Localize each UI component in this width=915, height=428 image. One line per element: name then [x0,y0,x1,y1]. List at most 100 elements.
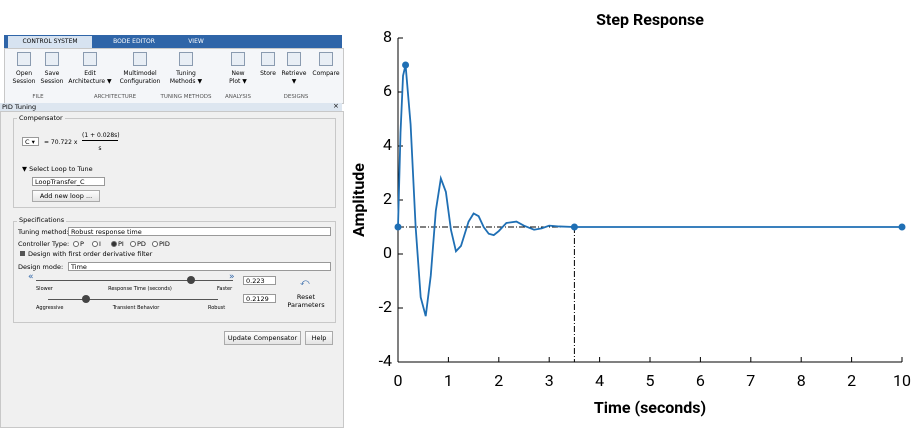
section-label: ARCHITECTURE [94,94,136,100]
radio[interactable] [111,241,117,247]
slider-label: Slower [36,286,53,292]
radio[interactable] [92,241,98,247]
toolstrip-button[interactable]: Architecture ▼ [68,78,111,85]
numerator: (1 + 0.028s) [82,132,120,139]
toolstrip-button[interactable]: Configuration [120,78,161,85]
toolstrip-button[interactable]: Open [16,70,32,77]
button-icon [179,52,193,66]
x-tick-label: 4 [595,371,604,390]
radio-label[interactable]: P [80,240,84,248]
slider-label: Aggressive [36,305,63,311]
x-tick-label: 6 [696,371,705,390]
compensator-selector[interactable]: C ▾ [22,137,39,146]
y-axis-title: Amplitude [349,163,368,237]
button-icon [83,52,97,66]
help-button[interactable]: Help [305,331,333,345]
slider-label: Faster [217,286,232,292]
toolstrip-button[interactable]: New [231,70,244,77]
x-tick-label: 8 [797,371,806,390]
x-tick-label: 1 [444,371,453,390]
y-tick-label: 8 [383,27,392,46]
button-icon [45,52,59,66]
mode-dropdown[interactable]: Time [68,262,331,271]
loop-dropdown[interactable]: LoopTransfer_C [32,177,105,186]
section-label: ANALYSIS [225,94,251,100]
checkbox-label[interactable]: Design with first order derivative filte… [28,250,152,258]
radio-label[interactable]: PD [137,240,146,248]
loop-heading[interactable]: ▼ Select Loop to Tune [22,165,93,173]
button-icon [319,52,333,66]
point-marker [402,62,409,69]
group-label: Specifications [17,216,66,224]
toolstrip-button[interactable]: Edit [84,70,96,77]
button-icon [287,52,301,66]
toolstrip-button[interactable]: Multimodel [123,70,156,77]
radio[interactable] [152,241,158,247]
add-loop-button[interactable]: Add new loop ... [32,190,100,202]
section-label: DESIGNS [284,94,309,100]
y-tick-label: 0 [383,243,392,262]
button-icon [17,52,31,66]
x-tick-label: 10 [893,371,911,390]
x-axis-title: Time (seconds) [594,398,706,417]
point-marker [899,224,906,231]
response-line [398,65,902,316]
toolstrip-button[interactable]: Session [13,78,36,85]
y-tick-label: -2 [379,297,392,316]
close-button[interactable]: × [333,102,339,110]
x-tick-label: 7 [746,371,755,390]
x-tick-label: 3 [545,371,554,390]
radio-label[interactable]: I [99,240,101,248]
y-tick-label: 4 [383,135,392,154]
reset-button[interactable]: Parameters [287,301,324,309]
point-marker [395,224,402,231]
panel-title: PID Tuning [2,103,36,111]
toolstrip-button[interactable]: Save [45,70,60,77]
radio-label[interactable]: PI [118,240,124,248]
tab[interactable]: BODE EDITOR [113,38,155,45]
toolstrip-button[interactable]: Session [41,78,64,85]
y-tick-label: 6 [383,81,392,100]
update-button[interactable]: Update Compensator [224,331,301,345]
slider-label: Transient Behavior [113,305,160,311]
tab[interactable]: CONTROL SYSTEM [22,38,77,45]
label: Controller Type: [18,240,69,248]
slider-label: Response Time (seconds) [108,286,172,292]
panel-titlebar [0,103,342,111]
x-tick-label: 2 [494,371,503,390]
tab[interactable]: VIEW [188,38,204,45]
label: Tuning method: [18,228,69,236]
toolstrip-button[interactable]: Store [260,70,276,77]
toolstrip-button[interactable]: Plot ▼ [229,78,247,85]
toolstrip-button[interactable]: Retrieve [281,70,306,77]
group-label: Compensator [17,114,65,122]
toolstrip-button[interactable]: Tuning [176,70,196,77]
radio[interactable] [73,241,79,247]
button-icon [231,52,245,66]
value-field[interactable]: 0.2129 [243,294,276,303]
section-label: FILE [32,94,43,100]
chart-title: Step Response [596,10,704,29]
toolstrip-button[interactable]: Compare [312,70,339,77]
y-tick-label: 2 [383,189,392,208]
x-tick-label: 0 [394,371,403,390]
tuning-dropdown[interactable]: Robust response time [68,227,331,236]
point-marker [571,224,578,231]
x-tick-label: 2 [847,371,856,390]
toolstrip-button[interactable]: ▼ [292,78,297,85]
slider-label: Robust [208,305,225,311]
page: {"toolstrip":{"tabs":["CONTROL SYSTEM","… [0,0,915,427]
radio-label[interactable]: PID [159,240,170,248]
button-icon [133,52,147,66]
toolstrip-button[interactable]: Methods ▼ [170,78,202,85]
section-label: TUNING METHODS [160,94,211,100]
denominator: s [98,145,101,152]
radio[interactable] [130,241,136,247]
y-tick-label: -4 [379,351,392,370]
x-tick-label: 5 [646,371,655,390]
reset-button[interactable]: Reset [297,293,315,301]
value-field[interactable]: 0.223 [243,276,276,285]
label: Design mode: [18,263,63,271]
gain: = 70.722 x [44,139,77,146]
button-icon [261,52,275,66]
